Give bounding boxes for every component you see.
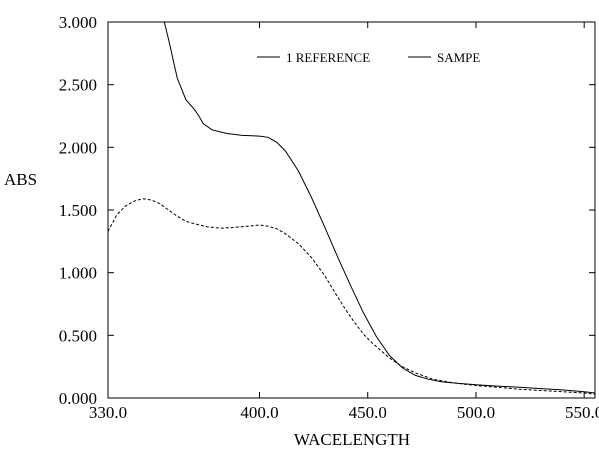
y-tick-label: 3.000 (59, 13, 97, 32)
plot-frame (107, 21, 596, 399)
series-line-sample (108, 198, 595, 395)
legend: 1 REFERENCE SAMPE (257, 50, 480, 65)
x-tick-label: 450.0 (349, 403, 387, 422)
x-tick-label: 550.0 (565, 403, 599, 422)
x-axis-title: WACELENGTH (294, 430, 410, 449)
y-tick-label: 1.500 (59, 201, 97, 220)
x-tick-label: 400.0 (240, 403, 278, 422)
y-axis-title: ABS (4, 170, 37, 189)
legend-label-reference: 1 REFERENCE (286, 50, 370, 65)
y-tick-label: 0.500 (59, 326, 97, 345)
series-line-reference (163, 22, 595, 394)
y-tick-label: 0.000 (59, 389, 97, 408)
x-tick-label: 500.0 (457, 403, 495, 422)
legend-label-sample: SAMPE (437, 50, 480, 65)
y-tick-label: 2.500 (59, 76, 97, 95)
plot-area (108, 22, 595, 395)
x-axis: 330.0 400.0 450.0 500.0 550.0 (89, 22, 599, 422)
y-tick-label: 2.000 (59, 138, 97, 157)
x-tick-label: 330.0 (89, 403, 127, 422)
y-axis: 0.000 0.500 1.000 1.500 2.000 2.500 3.000 (59, 13, 595, 408)
y-tick-label: 1.000 (59, 264, 97, 283)
